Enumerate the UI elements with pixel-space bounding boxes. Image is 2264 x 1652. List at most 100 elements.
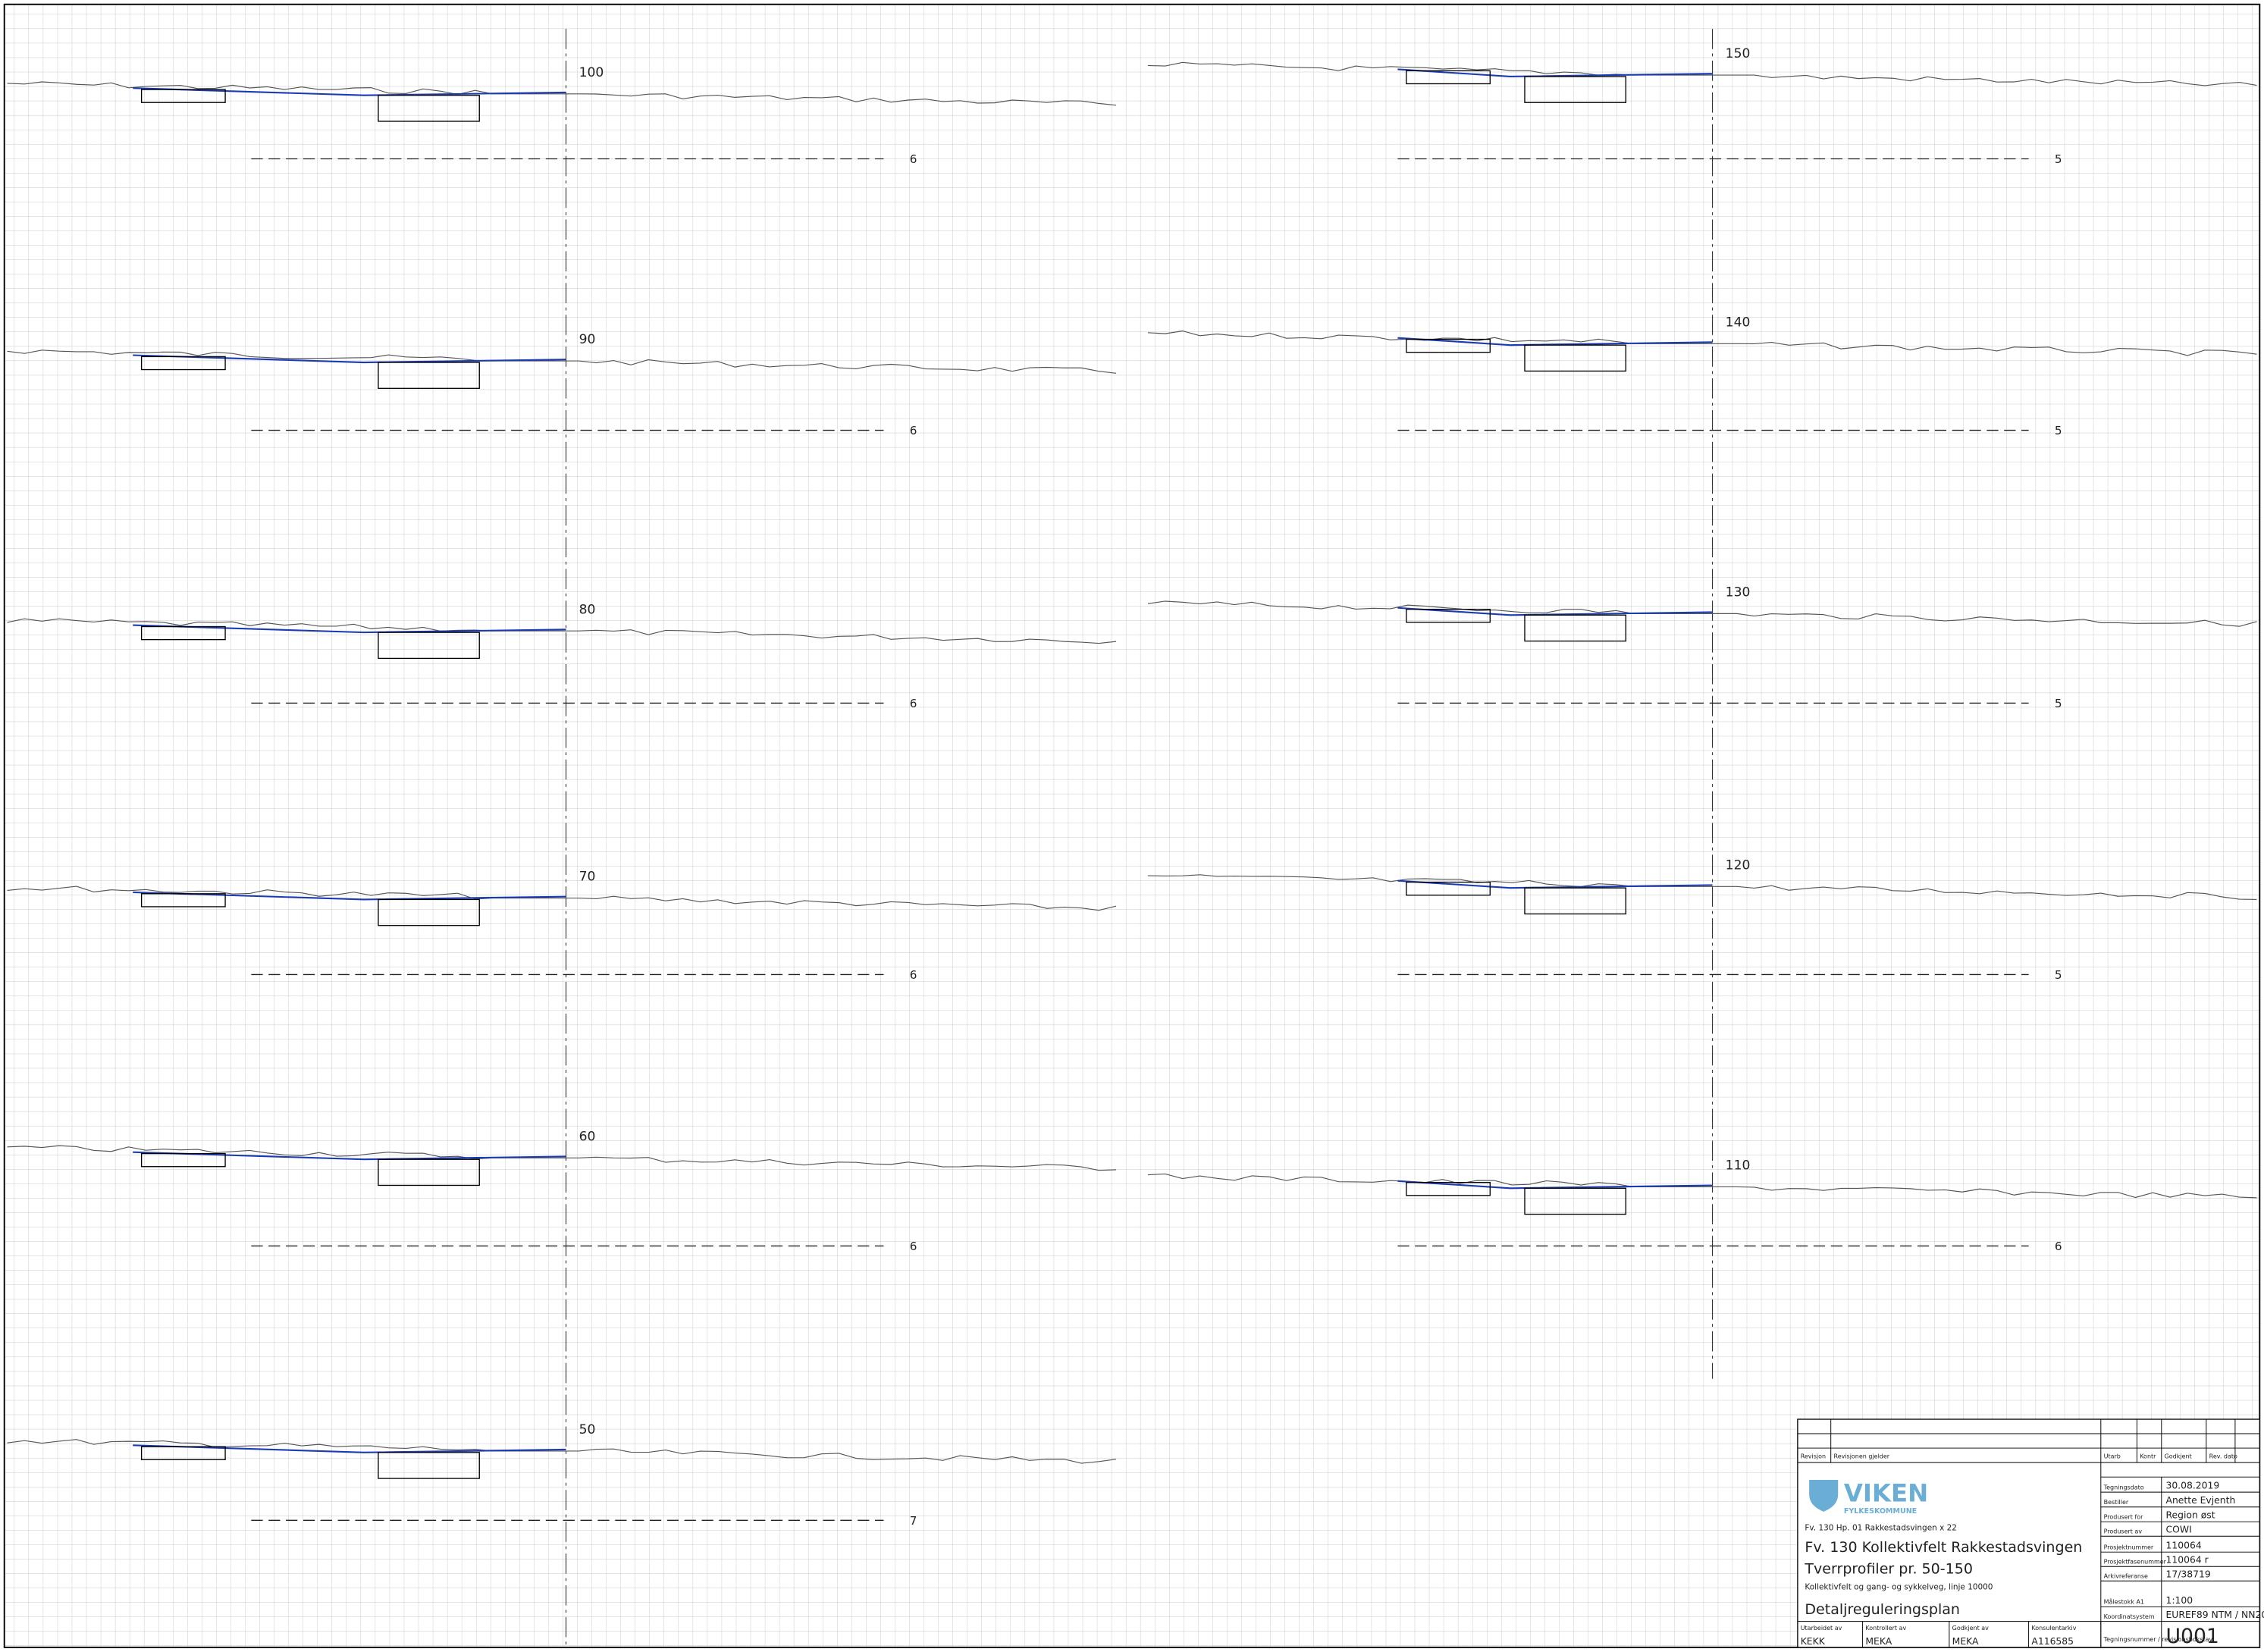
road-line: [1397, 879, 1713, 889]
offset-label: 5: [2055, 152, 2062, 166]
offset-label: 7: [910, 1514, 917, 1528]
field-label: Arkivreferanse: [2104, 1572, 2148, 1579]
field-label: Prosjektfasenummer: [2104, 1558, 2167, 1565]
offset-label: 6: [2055, 1240, 2062, 1253]
road-structure: [378, 95, 480, 122]
revision-header: Revisjon: [1801, 1453, 1826, 1459]
road-structure: [140, 356, 226, 371]
road-line: [133, 891, 566, 901]
drawing-title: Tverrprofiler pr. 50-150: [1804, 1561, 1973, 1578]
road-structure: [140, 893, 226, 908]
revision-header: Godkjent: [2165, 1453, 2192, 1459]
road-structure: [1406, 1182, 1491, 1196]
station-label: 70: [579, 870, 596, 885]
road-structure: [140, 625, 226, 641]
road-structure: [140, 89, 226, 103]
ground-line: [7, 1439, 1117, 1464]
ground-line: [1147, 600, 2257, 627]
station-label: 130: [1726, 585, 1751, 600]
station-label: 50: [579, 1422, 596, 1437]
field-value: 30.08.2019: [2166, 1480, 2220, 1491]
road-structure: [378, 1158, 480, 1186]
ground-line: [7, 81, 1117, 106]
field-value: Region øst: [2166, 1509, 2215, 1520]
station-label: 150: [1726, 46, 1751, 61]
field-value: COWI: [2166, 1524, 2192, 1534]
offset-label: 6: [910, 152, 917, 166]
road-line: [133, 1444, 566, 1453]
road-line: [1397, 607, 1713, 616]
signature-label: Utarbeidet av: [1801, 1625, 1842, 1632]
field-label: Produsert for: [2104, 1513, 2144, 1520]
road-line: [1397, 68, 1713, 78]
road-structure: [1524, 1187, 1626, 1215]
signature-value: KEKK: [1801, 1636, 1826, 1647]
field-value: U001: [2166, 1625, 2219, 1648]
field-label: Koordinatsystem: [2104, 1613, 2155, 1620]
revision-header: Kontr: [2140, 1453, 2156, 1459]
offset-label: 5: [2055, 697, 2062, 710]
road-line: [133, 624, 566, 634]
description: Kollektivfelt og gang- og sykkelveg, lin…: [1805, 1583, 1993, 1592]
road-structure: [1524, 887, 1626, 915]
station-label: 90: [579, 332, 596, 347]
road-text: Fv. 130 Hp. 01 Rakkestadsvingen x 22: [1805, 1524, 1957, 1533]
ground-line: [1147, 1173, 2257, 1199]
field-label: Bestiller: [2104, 1499, 2129, 1506]
road-line: [133, 87, 566, 96]
station-label: 60: [579, 1129, 596, 1144]
offset-label: 6: [910, 1240, 917, 1253]
offset-label: 6: [910, 968, 917, 982]
project-title: Fv. 130 Kollektivfelt Rakkestadsvingen: [1805, 1539, 2082, 1556]
road-line: [1397, 1180, 1713, 1190]
logo-name: VIKEN: [1844, 1479, 1928, 1508]
station-label: 120: [1726, 857, 1751, 873]
ground-line: [7, 350, 1117, 374]
title-block: [1797, 1418, 2260, 1648]
road-structure: [140, 1152, 226, 1168]
road-structure: [378, 362, 480, 389]
ground-line: [7, 886, 1117, 911]
revision-header: Utarb: [2104, 1453, 2121, 1459]
signature-label: Konsulentarkiv: [2031, 1625, 2076, 1632]
signature-label: Godkjent av: [1952, 1625, 1990, 1632]
ground-line: [7, 1145, 1117, 1171]
signature-label: Kontrollert av: [1865, 1625, 1906, 1632]
road-structure: [1524, 76, 1626, 103]
field-value: 110064: [2166, 1540, 2202, 1550]
road-structure: [1406, 608, 1491, 623]
offset-label: 6: [910, 424, 917, 437]
plan-title: Detaljreguleringsplan: [1805, 1601, 1960, 1618]
field-label: Tegningsnummer / revisjonsbokstav: [2103, 1636, 2213, 1643]
signature-value: MEKA: [1865, 1636, 1892, 1647]
station-label: 80: [579, 602, 596, 617]
field-value: 110064 r: [2166, 1554, 2209, 1565]
revision-header: Rev. dato: [2209, 1453, 2237, 1459]
ground-line: [1147, 61, 2257, 86]
road-line: [133, 1151, 566, 1161]
ground-line: [1147, 874, 2257, 901]
station-label: 110: [1726, 1158, 1751, 1174]
signature-value: MEKA: [1952, 1636, 1979, 1647]
offset-label: 5: [2055, 424, 2062, 437]
field-label: Tegningsdato: [2103, 1484, 2144, 1491]
road-structure: [378, 1452, 480, 1479]
ground-line: [1147, 330, 2257, 356]
field-label: Prosjektnummer: [2104, 1544, 2154, 1550]
field-value: EUREF89 NTM / NN2000: [2166, 1610, 2264, 1620]
road-line: [1397, 337, 1713, 346]
road-structure: [1524, 344, 1626, 372]
offset-label: 6: [910, 697, 917, 710]
road-structure: [140, 1446, 226, 1460]
road-structure: [1406, 70, 1491, 85]
ground-line: [7, 618, 1117, 644]
logo-shield: [1809, 1479, 1839, 1512]
field-value: Anette Evjenth: [2166, 1495, 2236, 1506]
field-value: 1:100: [2166, 1595, 2193, 1606]
road-structure: [1524, 614, 1626, 642]
station-label: 100: [579, 65, 604, 80]
road-structure: [378, 898, 480, 926]
field-label: Produsert av: [2104, 1528, 2143, 1534]
road-structure: [1406, 338, 1491, 353]
